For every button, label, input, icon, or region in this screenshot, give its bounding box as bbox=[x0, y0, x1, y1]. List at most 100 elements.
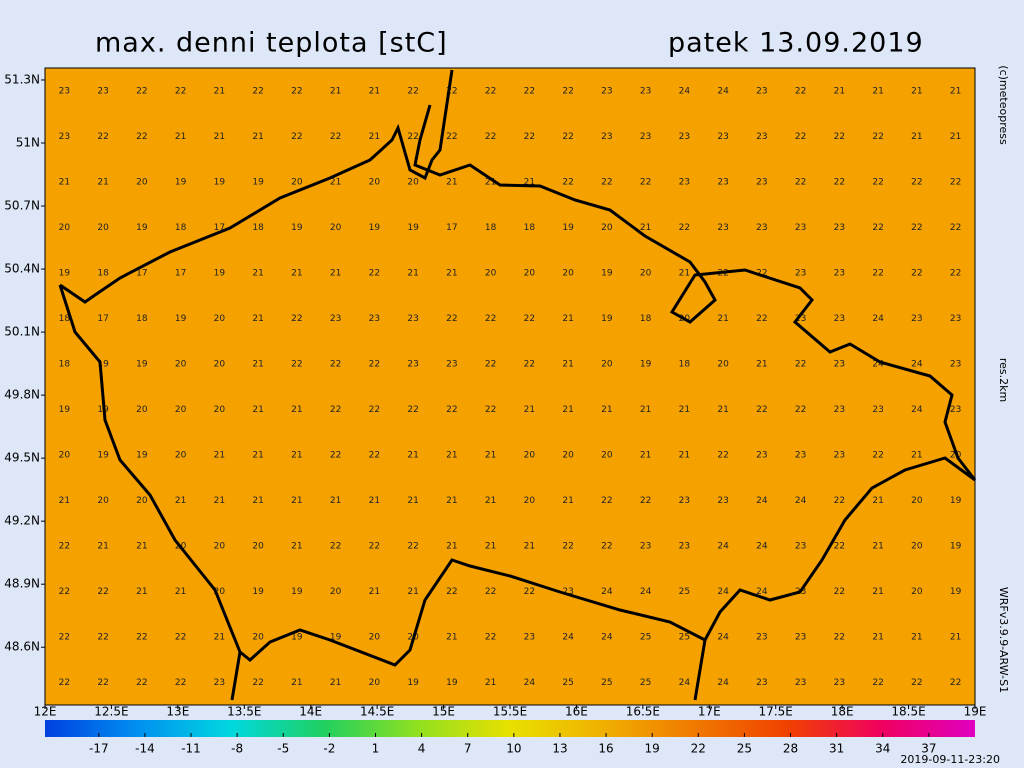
temperature-value: 21 bbox=[562, 405, 573, 415]
temperature-value: 21 bbox=[524, 541, 535, 551]
temperature-value: 21 bbox=[446, 268, 457, 278]
temperature-value: 21 bbox=[59, 496, 70, 506]
temperature-value: 19 bbox=[446, 678, 458, 688]
colorbar bbox=[45, 720, 975, 737]
temperature-value: 22 bbox=[795, 405, 806, 415]
temperature-value: 22 bbox=[330, 359, 341, 369]
temperature-value: 23 bbox=[679, 541, 690, 551]
temperature-value: 23 bbox=[717, 496, 728, 506]
temperature-value: 22 bbox=[524, 314, 535, 324]
map-date: patek 13.09.2019 bbox=[668, 28, 924, 59]
temperature-value: 19 bbox=[291, 632, 303, 642]
temperature-value: 23 bbox=[756, 223, 767, 233]
temperature-value: 22 bbox=[640, 496, 651, 506]
temperature-value: 21 bbox=[252, 314, 263, 324]
temperature-value: 22 bbox=[524, 132, 535, 142]
temperature-value: 17 bbox=[446, 223, 457, 233]
temperature-value: 19 bbox=[640, 359, 652, 369]
temperature-value: 23 bbox=[872, 405, 883, 415]
temperature-value: 22 bbox=[369, 268, 380, 278]
colorbar-label: -8 bbox=[231, 742, 243, 756]
temperature-value: 23 bbox=[834, 223, 845, 233]
temperature-value: 24 bbox=[795, 496, 807, 506]
temperature-value: 23 bbox=[59, 132, 70, 142]
temperature-value: 21 bbox=[369, 86, 380, 96]
temperature-value: 22 bbox=[330, 132, 341, 142]
x-tick-label: 13E bbox=[166, 705, 189, 719]
temperature-value: 21 bbox=[407, 496, 418, 506]
temperature-value: 24 bbox=[679, 678, 691, 688]
temperature-value: 22 bbox=[872, 223, 883, 233]
temperature-value: 19 bbox=[950, 587, 962, 597]
temperature-value: 22 bbox=[950, 223, 961, 233]
x-tick-label: 16E bbox=[565, 705, 588, 719]
temperature-value: 20 bbox=[601, 359, 613, 369]
temperature-value: 20 bbox=[136, 496, 148, 506]
temperature-value: 24 bbox=[872, 359, 884, 369]
temperature-value: 21 bbox=[252, 405, 263, 415]
temperature-value: 21 bbox=[446, 177, 457, 187]
temperature-value: 24 bbox=[756, 541, 768, 551]
temperature-value: 21 bbox=[562, 359, 573, 369]
temperature-value: 21 bbox=[214, 132, 225, 142]
temperature-value: 23 bbox=[756, 632, 767, 642]
temperature-value: 22 bbox=[872, 268, 883, 278]
temperature-value: 20 bbox=[214, 314, 226, 324]
temperature-value: 25 bbox=[679, 587, 690, 597]
temperature-value: 18 bbox=[679, 359, 691, 369]
temperature-value: 21 bbox=[407, 268, 418, 278]
temperature-value: 21 bbox=[717, 314, 728, 324]
temperature-value: 22 bbox=[291, 86, 302, 96]
temperature-value: 25 bbox=[679, 632, 690, 642]
temperature-value: 24 bbox=[679, 86, 691, 96]
temperature-value: 24 bbox=[911, 359, 923, 369]
temperature-value: 21 bbox=[252, 359, 263, 369]
temperature-value: 20 bbox=[330, 223, 342, 233]
temperature-value: 22 bbox=[291, 132, 302, 142]
temperature-value: 22 bbox=[97, 632, 108, 642]
temperature-value: 23 bbox=[795, 450, 806, 460]
temperature-value: 21 bbox=[446, 450, 457, 460]
temperature-value: 19 bbox=[97, 359, 109, 369]
temperature-value: 22 bbox=[872, 132, 883, 142]
temperature-value: 24 bbox=[562, 632, 574, 642]
temperature-value: 18 bbox=[59, 359, 71, 369]
temperature-value: 17 bbox=[136, 268, 147, 278]
temperature-value: 22 bbox=[795, 359, 806, 369]
x-tick-label: 16.5E bbox=[626, 705, 660, 719]
y-tick-label: 49.2N bbox=[4, 514, 40, 528]
map-area: 23 23 22 22 21 22 22 21 21 22 22 22 22 22 23 23 24 24 23 22… bbox=[44, 67, 977, 706]
temperature-value: 21 bbox=[59, 177, 70, 187]
colorbar-label: -2 bbox=[323, 742, 335, 756]
temperature-value: 24 bbox=[640, 587, 652, 597]
temperature-value: 20 bbox=[524, 496, 536, 506]
temperature-value: 19 bbox=[330, 632, 342, 642]
temperature-value: 22 bbox=[97, 587, 108, 597]
temperature-value: 24 bbox=[756, 496, 768, 506]
x-tick-label: 15.5E bbox=[493, 705, 527, 719]
temperature-value: 21 bbox=[911, 86, 922, 96]
temperature-value: 21 bbox=[252, 496, 263, 506]
colorbar-label: -5 bbox=[277, 742, 289, 756]
temperature-value: 22 bbox=[252, 86, 263, 96]
temperature-value: 21 bbox=[485, 496, 496, 506]
temperature-value: 21 bbox=[717, 405, 728, 415]
temperature-value: 20 bbox=[175, 450, 187, 460]
temperature-value: 19 bbox=[407, 223, 419, 233]
model-name: WRFv3.9.9-ARW-S1 bbox=[997, 587, 1010, 693]
temperature-value: 23 bbox=[562, 587, 573, 597]
temperature-value: 22 bbox=[524, 86, 535, 96]
temperature-value: 23 bbox=[795, 678, 806, 688]
temperature-value: 21 bbox=[175, 496, 186, 506]
temperature-value: 23 bbox=[795, 268, 806, 278]
temperature-value: 18 bbox=[175, 223, 187, 233]
temperature-value: 20 bbox=[59, 450, 71, 460]
temperature-value: 22 bbox=[562, 86, 573, 96]
temperature-value: 21 bbox=[911, 632, 922, 642]
temperature-value: 22 bbox=[369, 405, 380, 415]
temperature-value: 20 bbox=[97, 223, 109, 233]
temperature-value: 22 bbox=[911, 177, 922, 187]
copyright: (c)meteopress bbox=[997, 65, 1010, 145]
